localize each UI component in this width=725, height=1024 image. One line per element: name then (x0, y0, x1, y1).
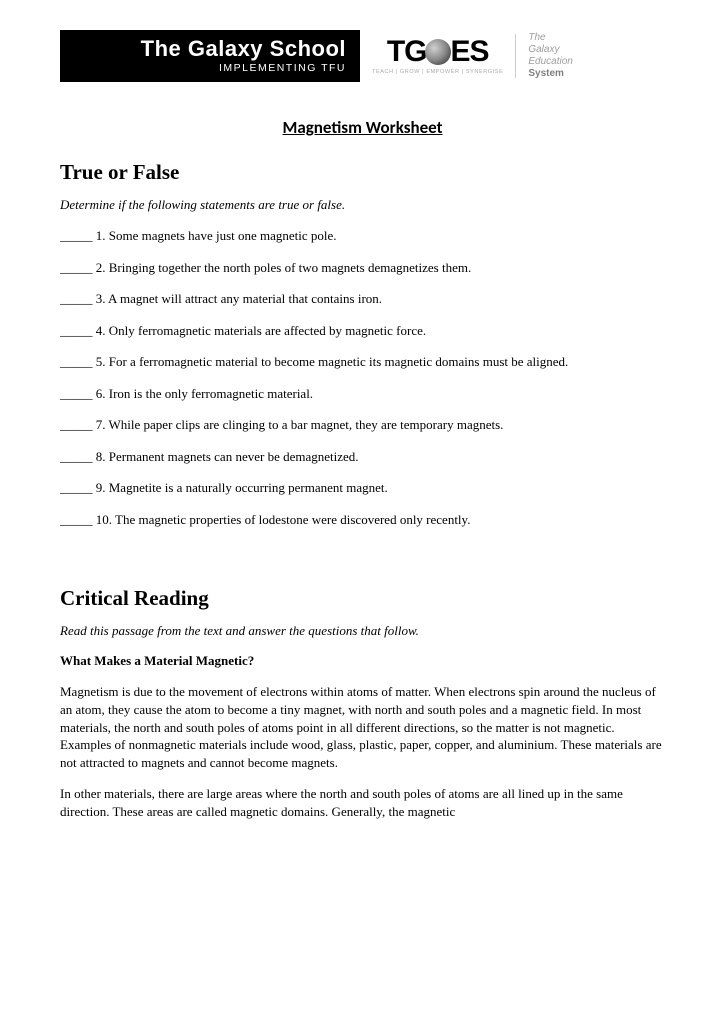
edu-system: The Galaxy Education System (528, 32, 572, 80)
question-2: _____ 2. Bringing together the north pol… (60, 259, 665, 277)
question-8: _____ 8. Permanent magnets can never be … (60, 448, 665, 466)
page: The Galaxy School IMPLEMENTING TFU TG ES … (0, 0, 725, 1024)
edu-line-3: Education (528, 56, 572, 67)
question-6: _____ 6. Iron is the only ferromagnetic … (60, 385, 665, 403)
school-subtitle: IMPLEMENTING TFU (219, 62, 346, 74)
edu-line-1: The (528, 32, 545, 43)
paragraph-2: In other materials, there are large area… (60, 785, 665, 820)
question-9: _____ 9. Magnetite is a naturally occurr… (60, 479, 665, 497)
question-5: _____ 5. For a ferromagnetic material to… (60, 353, 665, 371)
question-1: _____ 1. Some magnets have just one magn… (60, 227, 665, 245)
paragraph-1: Magnetism is due to the movement of elec… (60, 683, 665, 771)
question-3: _____ 3. A magnet will attract any mater… (60, 290, 665, 308)
instruction-tf: Determine if the following statements ar… (60, 197, 665, 213)
edu-line-2: Galaxy (528, 44, 559, 55)
worksheet-title: Magnetism Worksheet (60, 117, 665, 138)
logo: TG ES TEACH | GROW | EMPOWER | SYNERGISE (372, 30, 503, 82)
globe-icon (425, 39, 451, 65)
question-10: _____ 10. The magnetic properties of lod… (60, 511, 665, 529)
logo-tagline: TEACH | GROW | EMPOWER | SYNERGISE (372, 69, 503, 75)
school-name: The Galaxy School (141, 38, 346, 60)
divider (515, 34, 516, 78)
header: The Galaxy School IMPLEMENTING TFU TG ES … (60, 30, 665, 82)
logo-text: TG ES (387, 37, 489, 67)
logo-post: ES (450, 37, 488, 67)
section-gap (60, 542, 665, 576)
logo-pre: T (387, 37, 404, 67)
section-heading-cr: Critical Reading (60, 586, 665, 611)
question-4: _____ 4. Only ferromagnetic materials ar… (60, 322, 665, 340)
school-banner: The Galaxy School IMPLEMENTING TFU (60, 30, 360, 82)
logo-mid: G (404, 37, 426, 67)
edu-line-4: System (528, 68, 564, 79)
passage-subheading: What Makes a Material Magnetic? (60, 653, 665, 669)
section-heading-tf: True or False (60, 160, 665, 185)
instruction-cr: Read this passage from the text and answ… (60, 623, 665, 639)
question-7: _____ 7. While paper clips are clinging … (60, 416, 665, 434)
